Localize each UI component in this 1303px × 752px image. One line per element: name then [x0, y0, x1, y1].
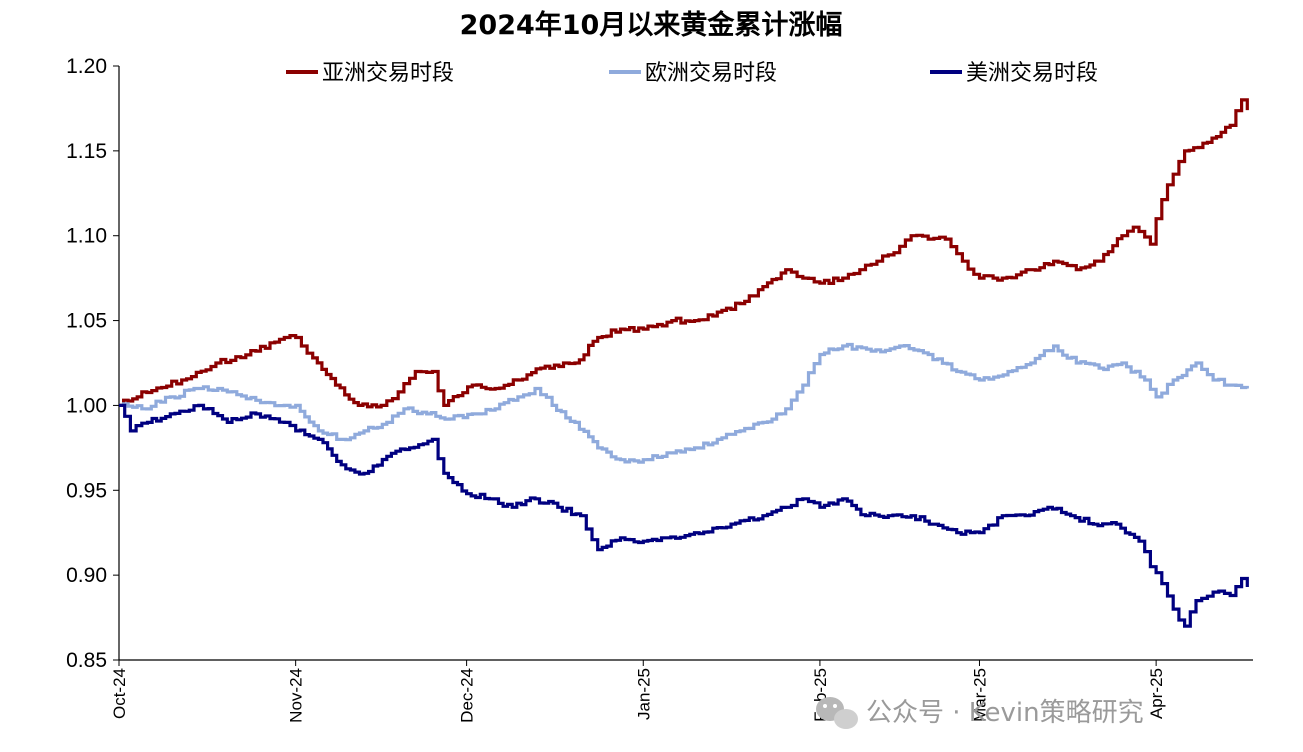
legend-label: 欧洲交易时段 — [645, 61, 777, 86]
x-tick-label: Dec-24 — [458, 668, 477, 723]
legend: 亚洲交易时段 欧洲交易时段 美洲交易时段 — [286, 61, 1098, 86]
series-line-2 — [119, 342, 1249, 464]
series-line-3 — [119, 403, 1249, 628]
x-tick-label: Mar-25 — [970, 668, 989, 722]
y-tick-label: 1.15 — [66, 140, 107, 163]
x-tick-label: Apr-25 — [1147, 668, 1166, 719]
legend-label: 亚洲交易时段 — [322, 61, 454, 86]
watermark-text: 公众号 · Kevin策略研究 — [866, 698, 1144, 728]
series-lines — [119, 98, 1249, 628]
axes: 0.85 0.90 0.95 1.00 1.05 1.10 1.15 1.20 Oct-24 No… — [66, 55, 1253, 723]
x-tick-label: Oct-24 — [110, 668, 129, 719]
wechat-icon — [816, 697, 858, 729]
legend-label: 美洲交易时段 — [966, 61, 1098, 86]
watermark: 公众号 · Kevin策略研究 — [816, 697, 1144, 729]
chart-title: 2024年10月以来黄金累计涨幅 — [460, 9, 843, 41]
y-tick-label: 1.10 — [66, 225, 107, 248]
x-tick-label: Jan-25 — [634, 668, 653, 720]
x-tick-label: Nov-24 — [287, 668, 306, 723]
y-tick-label: 0.90 — [66, 564, 107, 587]
y-tick-label: 1.00 — [66, 394, 107, 417]
y-tick-label: 0.95 — [66, 479, 107, 502]
series-line-1 — [119, 98, 1249, 409]
y-tick-label: 1.05 — [66, 310, 107, 333]
y-tick-label: 0.85 — [66, 649, 107, 672]
y-tick-label: 1.20 — [66, 55, 107, 78]
